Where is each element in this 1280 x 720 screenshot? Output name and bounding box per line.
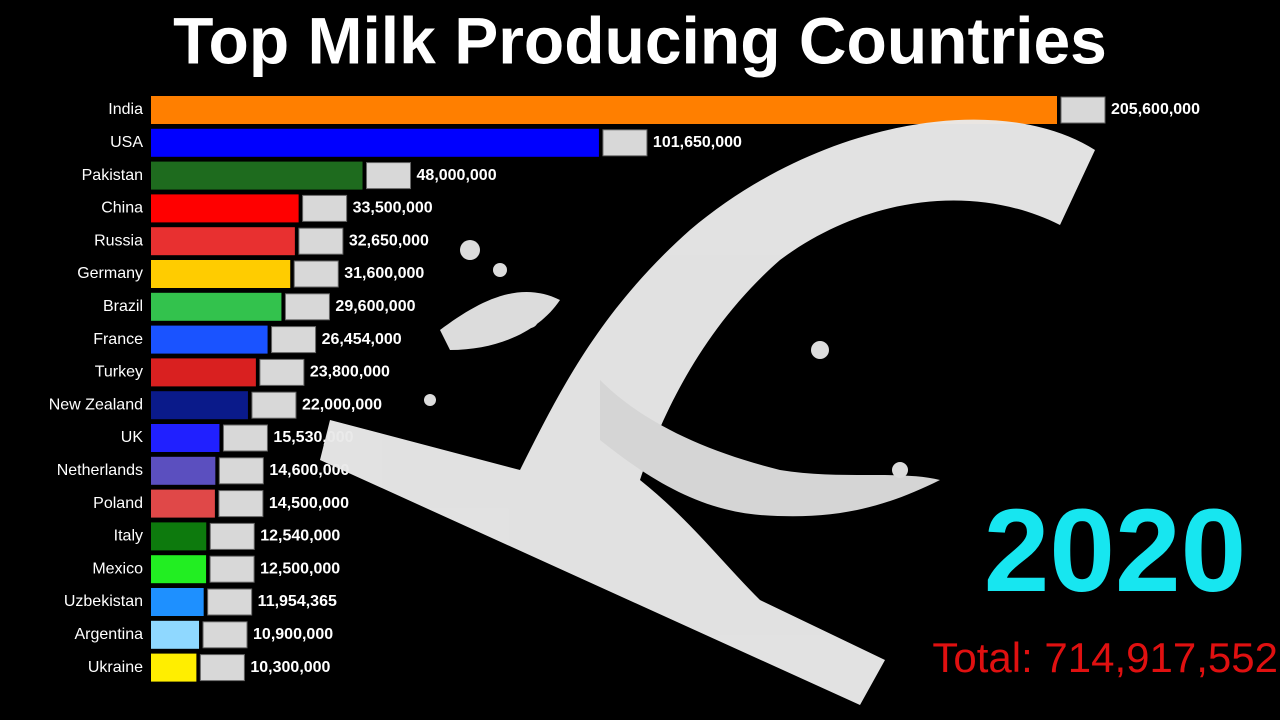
- bar: [151, 489, 215, 518]
- category-label: Brazil: [103, 298, 143, 315]
- value-label: 48,000,000: [417, 167, 497, 184]
- value-label: 12,540,000: [260, 528, 340, 545]
- value-label: 14,500,000: [269, 495, 349, 512]
- value-label: 29,600,000: [335, 298, 415, 315]
- flag: [207, 588, 253, 616]
- category-label: Turkey: [95, 364, 143, 381]
- bar: [151, 391, 248, 420]
- milk-splash: [320, 119, 1095, 705]
- flag: [209, 522, 255, 550]
- flag: [209, 555, 255, 583]
- category-label: Russia: [94, 232, 143, 249]
- flag: [602, 129, 648, 157]
- bar: [151, 227, 295, 256]
- flag: [1060, 96, 1106, 124]
- bar: [151, 96, 1057, 124]
- bar: [151, 292, 282, 321]
- value-label: 10,900,000: [253, 626, 333, 643]
- value-label: 205,600,000: [1111, 101, 1200, 118]
- bar: [151, 555, 207, 584]
- category-label: New Zealand: [49, 396, 143, 413]
- value-label: 32,650,000: [349, 232, 429, 249]
- bar: [151, 260, 291, 288]
- category-label: Uzbekistan: [64, 593, 143, 610]
- year-label: 2020: [984, 485, 1247, 617]
- flag: [366, 162, 412, 190]
- category-label: Pakistan: [82, 167, 143, 184]
- flag: [302, 194, 348, 222]
- flag: [298, 227, 344, 255]
- category-label: China: [101, 200, 143, 217]
- value-label: 11,954,365: [258, 593, 337, 610]
- value-label: 31,600,000: [344, 265, 424, 282]
- flag: [271, 326, 317, 354]
- value-label: 33,500,000: [353, 200, 433, 217]
- total-label: Total: 714,917,552: [932, 634, 1278, 681]
- value-label: 10,300,000: [250, 659, 330, 676]
- category-label: Poland: [93, 495, 143, 512]
- bar: [151, 358, 256, 387]
- category-label: Italy: [114, 528, 143, 545]
- category-label: UK: [121, 429, 144, 446]
- category-label: Netherlands: [57, 462, 143, 479]
- flag: [218, 490, 264, 518]
- value-label: 23,800,000: [310, 364, 390, 381]
- bar: [151, 325, 268, 354]
- flag: [222, 424, 268, 452]
- bar: [151, 424, 220, 452]
- category-label: Argentina: [75, 626, 144, 643]
- value-label: 26,454,000: [322, 331, 402, 348]
- bar: [151, 522, 207, 551]
- bar: [151, 128, 599, 157]
- bar: [151, 620, 200, 649]
- bar: [151, 588, 204, 616]
- value-label: 22,000,000: [302, 396, 382, 413]
- bar: [151, 456, 216, 485]
- category-label: Mexico: [92, 560, 143, 577]
- flag: [284, 293, 330, 321]
- flag: [202, 621, 248, 649]
- category-label: Ukraine: [88, 659, 143, 676]
- chart-title: Top Milk Producing Countries: [173, 3, 1107, 77]
- category-label: Germany: [77, 265, 143, 282]
- flag: [251, 391, 297, 419]
- flag: [259, 358, 305, 386]
- bar: [151, 161, 363, 190]
- bar: [151, 653, 197, 682]
- flag: [218, 457, 264, 485]
- category-label: France: [93, 331, 143, 348]
- flag: [199, 654, 245, 682]
- flag: [293, 260, 339, 288]
- value-label: 12,500,000: [260, 560, 340, 577]
- bar: [151, 194, 299, 223]
- value-label: 14,600,000: [269, 462, 349, 479]
- value-label: 101,650,000: [653, 134, 742, 151]
- category-label: India: [108, 101, 143, 118]
- category-label: USA: [110, 134, 143, 151]
